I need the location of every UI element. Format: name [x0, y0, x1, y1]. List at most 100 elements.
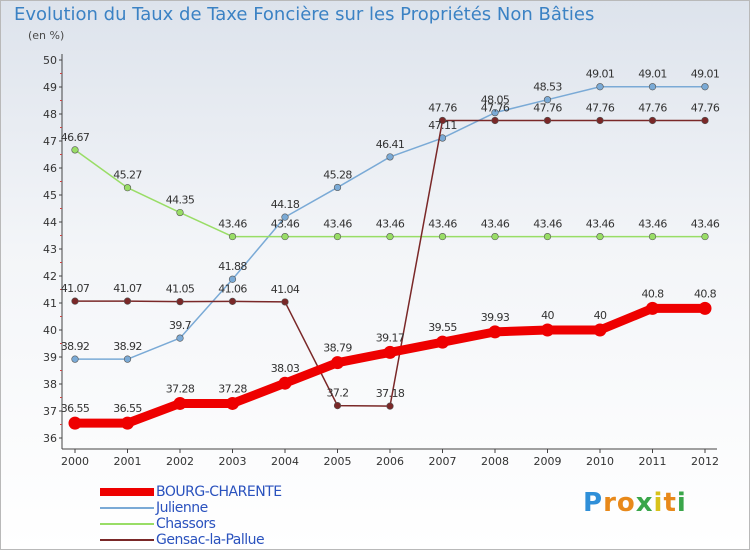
legend-swatch-bourg-charente — [100, 488, 154, 496]
data-point-gensac-la-pallue — [543, 116, 552, 125]
chart-unit-label: (en %) — [28, 29, 65, 42]
data-label-julienne: 48.05 — [481, 94, 510, 107]
legend-swatch-julienne — [100, 507, 154, 509]
data-label-gensac-la-pallue: 41.04 — [271, 283, 300, 296]
data-point-chassors — [176, 208, 184, 217]
data-label-julienne: 49.01 — [586, 68, 615, 81]
y-tick-label: 48 — [43, 108, 57, 121]
data-label-chassors: 43.46 — [428, 218, 457, 231]
data-point-gensac-la-pallue — [333, 402, 342, 410]
x-tick-label: 2010 — [586, 455, 614, 468]
data-point-julienne — [648, 83, 657, 91]
data-point-chassors — [438, 232, 447, 241]
legend-label-bourg-charente: BOURG-CHARENTE — [156, 484, 282, 500]
data-point-bourg-charente — [646, 301, 659, 315]
data-point-julienne — [491, 109, 499, 117]
data-point-bourg-charente — [68, 416, 82, 430]
data-point-gensac-la-pallue — [648, 116, 657, 125]
data-point-chassors — [491, 232, 499, 241]
legend-label-julienne: Julienne — [156, 500, 208, 516]
data-label-gensac-la-pallue: 41.07 — [61, 282, 90, 295]
data-point-julienne — [543, 96, 552, 104]
data-point-bourg-charente — [593, 323, 607, 337]
legend-label-gensac-la-pallue: Gensac-la-Pallue — [156, 532, 265, 548]
data-label-julienne: 38.92 — [113, 340, 142, 353]
data-label-gensac-la-pallue: 37.2 — [326, 387, 348, 400]
legend-swatch-gensac-la-pallue — [100, 539, 154, 541]
data-label-julienne: 47.11 — [428, 119, 457, 132]
data-label-chassors: 43.46 — [533, 218, 562, 231]
x-tick-label: 2002 — [166, 455, 194, 468]
data-point-bourg-charente — [331, 356, 344, 370]
data-point-julienne — [228, 275, 237, 283]
y-tick-label: 41 — [43, 297, 57, 310]
data-label-chassors: 43.46 — [638, 218, 667, 231]
logo-letter: t — [663, 488, 677, 518]
data-point-gensac-la-pallue — [596, 116, 604, 125]
legend-label-chassors: Chassors — [156, 516, 216, 532]
logo-letter: P — [583, 488, 604, 518]
data-label-bourg-charente: 38.79 — [323, 342, 352, 355]
data-point-bourg-charente — [173, 396, 187, 410]
y-tick-label: 49 — [43, 81, 57, 94]
data-label-gensac-la-pallue: 47.76 — [638, 101, 667, 114]
data-label-bourg-charente: 37.28 — [166, 382, 195, 395]
data-point-gensac-la-pallue — [281, 298, 289, 306]
data-label-gensac-la-pallue: 47.76 — [586, 101, 615, 114]
data-label-gensac-la-pallue: 47.76 — [481, 101, 510, 114]
proxiti-logo: Proxiti — [583, 488, 687, 518]
y-tick-label: 42 — [43, 270, 57, 283]
data-label-chassors: 43.46 — [218, 218, 247, 231]
data-point-bourg-charente — [121, 416, 134, 430]
x-tick-label: 2000 — [61, 455, 89, 468]
data-label-gensac-la-pallue: 37.18 — [376, 387, 405, 400]
data-point-chassors — [228, 232, 237, 241]
data-label-julienne: 46.41 — [376, 138, 405, 151]
y-tick-label: 37 — [43, 405, 57, 418]
data-point-julienne — [281, 213, 289, 221]
data-point-chassors — [71, 146, 79, 154]
data-point-chassors — [648, 232, 657, 241]
data-point-gensac-la-pallue — [228, 297, 237, 305]
legend-swatch-chassors — [100, 523, 154, 525]
data-label-bourg-charente: 39.17 — [376, 331, 405, 344]
data-point-gensac-la-pallue — [491, 116, 499, 125]
logo-letter: i — [653, 488, 664, 518]
x-tick-label: 2009 — [534, 455, 562, 468]
data-point-bourg-charente — [698, 301, 712, 315]
y-tick-label: 43 — [43, 243, 57, 256]
logo-letter: i — [676, 488, 687, 518]
x-tick-label: 2012 — [691, 455, 719, 468]
data-label-bourg-charente: 40.8 — [694, 287, 717, 300]
x-tick-label: 2011 — [639, 455, 667, 468]
x-tick-label: 2003 — [219, 455, 247, 468]
data-label-chassors: 45.27 — [113, 169, 142, 182]
data-label-gensac-la-pallue: 41.07 — [113, 282, 142, 295]
logo-letter: x — [635, 488, 654, 518]
chart-title: Evolution du Taux de Taxe Foncière sur l… — [14, 4, 595, 25]
x-tick-label: 2004 — [271, 455, 299, 468]
x-tick-label: 2005 — [324, 455, 352, 468]
data-point-gensac-la-pallue — [123, 297, 132, 305]
y-tick-label: 40 — [43, 324, 57, 337]
data-label-julienne: 49.01 — [638, 68, 667, 81]
data-label-bourg-charente: 37.28 — [218, 382, 247, 395]
data-point-chassors — [123, 184, 132, 192]
data-label-bourg-charente: 40.8 — [641, 287, 664, 300]
data-label-chassors: 43.46 — [586, 218, 615, 231]
data-label-chassors: 43.46 — [481, 218, 510, 231]
data-label-bourg-charente: 36.55 — [61, 402, 90, 415]
data-label-gensac-la-pallue: 47.76 — [533, 101, 562, 114]
data-point-julienne — [333, 183, 342, 192]
data-point-chassors — [386, 232, 394, 241]
y-tick-label: 39 — [43, 351, 57, 364]
data-point-gensac-la-pallue — [438, 116, 447, 125]
data-label-julienne: 48.53 — [533, 81, 562, 94]
y-tick-label: 36 — [43, 432, 57, 445]
data-label-bourg-charente: 40 — [594, 309, 607, 322]
data-label-julienne: 44.18 — [271, 198, 300, 211]
data-point-gensac-la-pallue — [71, 297, 79, 305]
data-label-bourg-charente: 40 — [541, 309, 554, 322]
